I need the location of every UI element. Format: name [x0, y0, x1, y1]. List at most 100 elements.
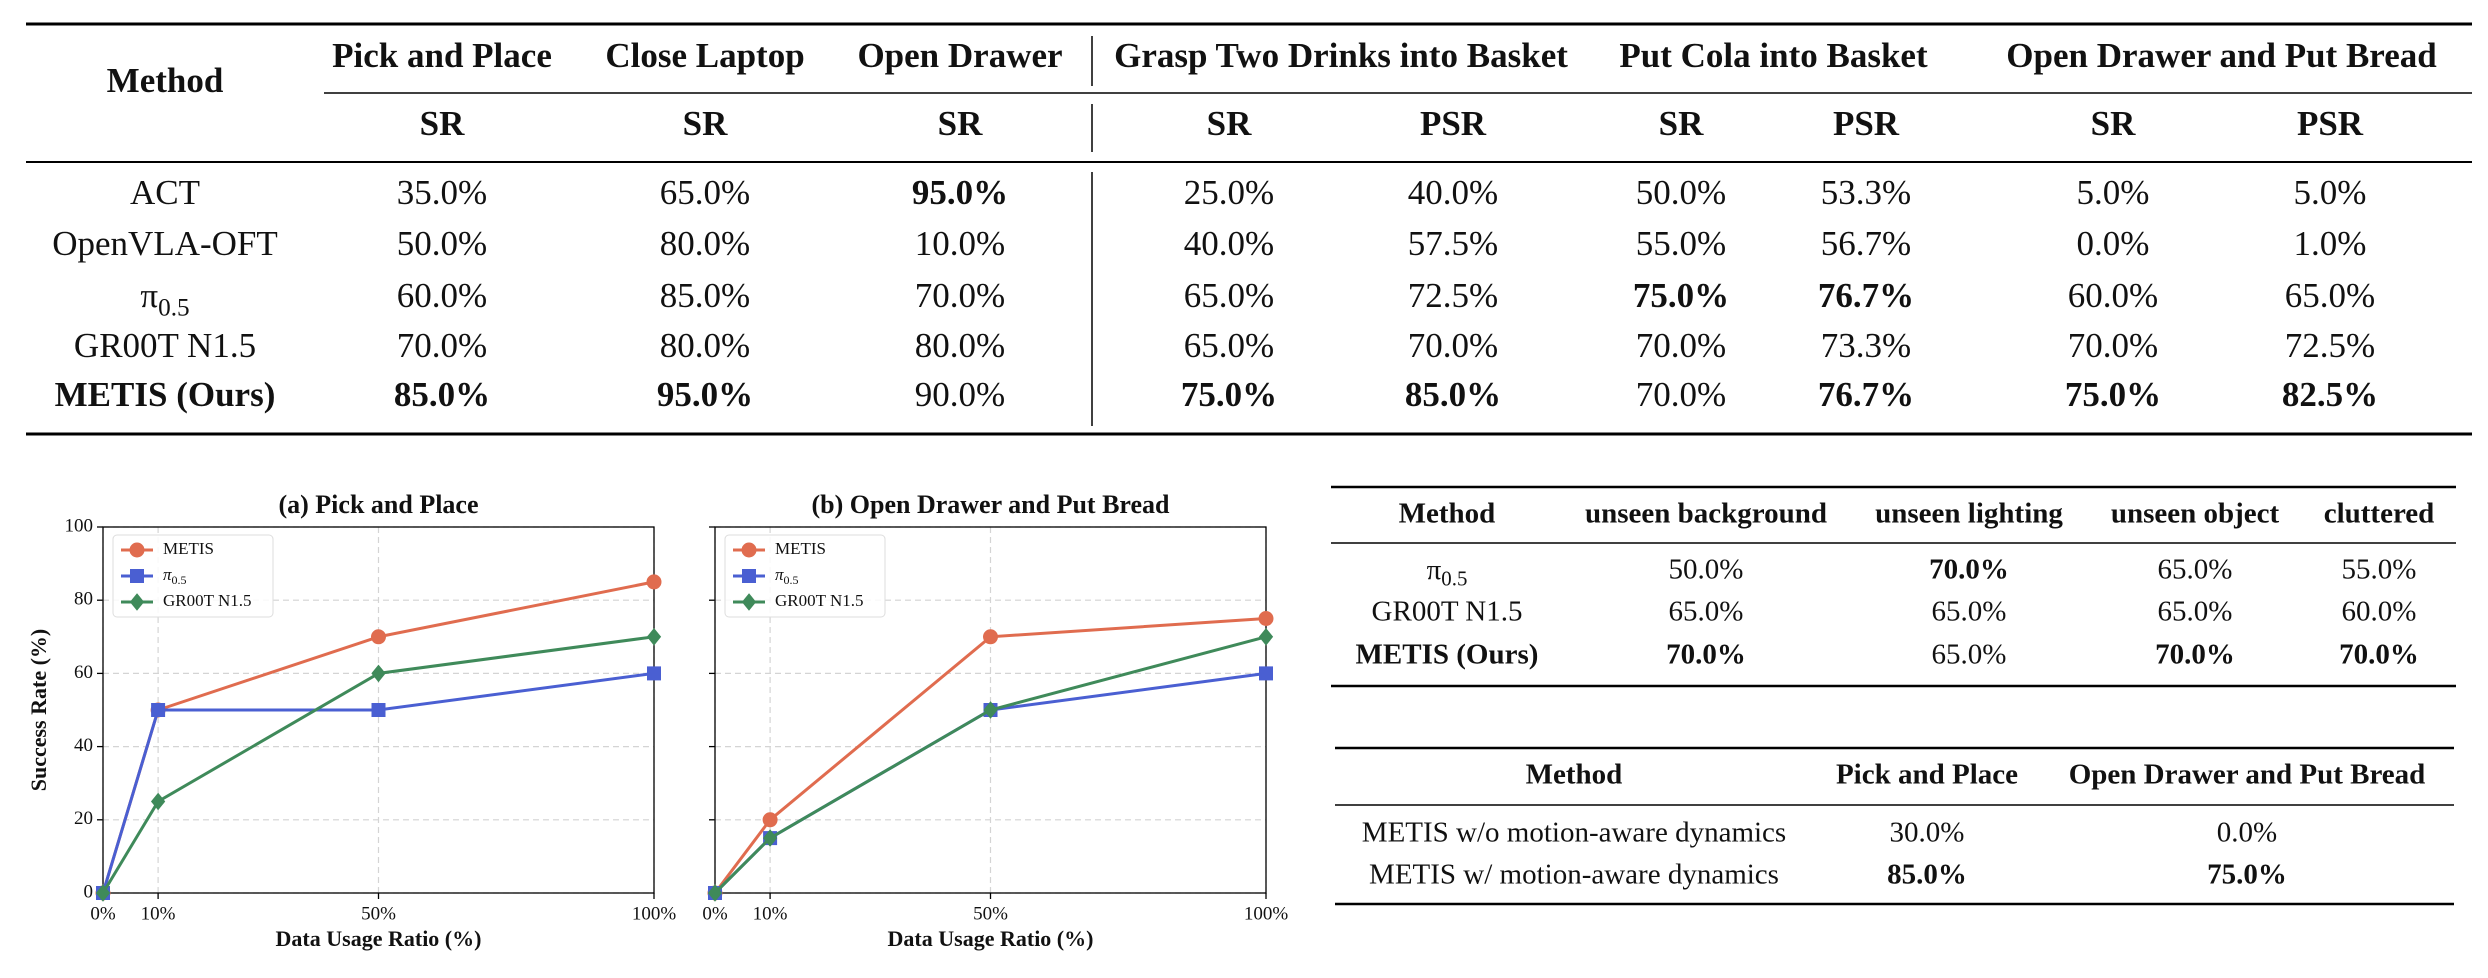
table-cell: 80.0% — [915, 326, 1005, 365]
table-cell: 40.0% — [1184, 224, 1274, 263]
table-cell: 85.0% — [1887, 859, 1967, 891]
marker — [646, 574, 662, 590]
table-cell: 85.0% — [1405, 375, 1501, 414]
method-name: METIS (Ours) — [1356, 639, 1539, 671]
method-name: METIS w/ motion-aware dynamics — [1369, 859, 1779, 891]
table-cell: 85.0% — [660, 276, 750, 315]
table-cell: 75.0% — [1633, 276, 1729, 315]
table-cell: 75.0% — [2207, 859, 2287, 891]
table-cell: 90.0% — [915, 375, 1005, 414]
table-3-rules — [1335, 746, 2454, 906]
legend-box — [112, 534, 274, 618]
legend-label: METIS — [163, 539, 214, 558]
header-cell: unseen background — [1585, 498, 1827, 530]
table-cell: 65.0% — [1184, 326, 1274, 365]
table-cell: 30.0% — [1890, 817, 1965, 849]
table-cell: 72.5% — [2285, 326, 2375, 365]
method-name: OpenVLA-OFT — [52, 224, 278, 263]
marker — [646, 628, 662, 646]
x-axis-label: Data Usage Ratio (%) — [888, 926, 1094, 951]
metric-header: SR — [2091, 104, 2136, 143]
table-cell: 76.7% — [1818, 276, 1914, 315]
table-cell: 65.0% — [2285, 276, 2375, 315]
metric-header: SR — [1207, 104, 1252, 143]
table-cell: 95.0% — [912, 173, 1008, 212]
marker — [762, 812, 778, 828]
table-cell: 65.0% — [1669, 596, 1744, 628]
legend-marker — [742, 569, 756, 583]
header-cell: Open Drawer and Put Bread — [2069, 759, 2426, 791]
metric-header: SR — [1659, 104, 1704, 143]
table-cell: 57.5% — [1408, 224, 1498, 263]
series-line — [101, 671, 655, 894]
table-cell: 56.7% — [1821, 224, 1911, 263]
table-cell: 70.0% — [2339, 639, 2419, 671]
method-name-sub: 0.5 — [158, 294, 189, 321]
table-cell: 50.0% — [1636, 173, 1726, 212]
table-cell: 65.0% — [1184, 276, 1274, 315]
method-name: π0.5 — [1427, 554, 1468, 591]
marker — [371, 664, 386, 683]
method-name: ACT — [130, 173, 200, 212]
marker — [1258, 611, 1274, 626]
legend-name: METIS — [163, 539, 214, 558]
x-tick-label: 100% — [632, 903, 677, 924]
legend-label: METIS — [775, 539, 826, 558]
legend-name: GR00T N1.5 — [775, 591, 863, 610]
table-cell: 55.0% — [1636, 224, 1726, 263]
table-cell: 75.0% — [1181, 375, 1277, 414]
table-cell: 80.0% — [660, 224, 750, 263]
method-name-base: π — [1427, 554, 1442, 586]
table-cell: 70.0% — [1408, 326, 1498, 365]
table-cell: 0.0% — [2077, 224, 2150, 263]
plot-frame — [714, 526, 1267, 894]
table-cell: 65.0% — [2158, 596, 2233, 628]
metric-header: PSR — [1833, 104, 1900, 143]
y-tick-label: 100 — [65, 515, 94, 536]
x-axis-label: Data Usage Ratio (%) — [276, 926, 482, 951]
y-tick-label: 0 — [84, 881, 94, 902]
y-axis-label: Success Rate (%) — [26, 629, 51, 792]
marker — [95, 884, 111, 902]
y-tick-label: 20 — [74, 808, 93, 829]
table-cell: 60.0% — [397, 276, 487, 315]
legend-name: GR00T N1.5 — [163, 591, 251, 610]
table-1-rules — [26, 22, 2472, 436]
y-tick-label: 60 — [74, 662, 93, 683]
table-cell: 53.3% — [1821, 173, 1911, 212]
legend-name: π — [775, 565, 784, 584]
table-cell: 70.0% — [915, 276, 1005, 315]
table-cell: 65.0% — [660, 173, 750, 212]
header-cell: unseen object — [2111, 498, 2280, 530]
marker — [983, 629, 998, 645]
marker — [983, 701, 998, 719]
table-cell: 85.0% — [394, 375, 490, 414]
table-cell: 50.0% — [1669, 554, 1744, 586]
marker — [1259, 666, 1273, 681]
legend-name: METIS — [775, 539, 826, 558]
group-header: Close Laptop — [605, 36, 804, 75]
marker — [762, 829, 778, 847]
marker — [150, 792, 166, 811]
plot-frame — [102, 526, 655, 894]
legend-label: GR00T N1.5 — [163, 591, 251, 610]
chart-title: (a) Pick and Place — [278, 490, 478, 519]
marker — [647, 666, 661, 681]
method-name-sub: 0.5 — [1441, 566, 1467, 590]
table-cell: 70.0% — [1666, 639, 1746, 671]
header-cell: unseen lighting — [1875, 498, 2063, 530]
marker — [707, 884, 723, 902]
header-method: Method — [107, 61, 224, 100]
table-cell: 75.0% — [2065, 375, 2161, 414]
table-cell: 65.0% — [2158, 554, 2233, 586]
table-cell: 35.0% — [397, 173, 487, 212]
y-tick-label: 80 — [74, 589, 93, 610]
table-cell: 73.3% — [1821, 326, 1911, 365]
group-header: Pick and Place — [332, 36, 552, 75]
table-cell: 95.0% — [657, 375, 753, 414]
marker — [151, 703, 166, 717]
table-cell: 0.0% — [2217, 817, 2277, 849]
table-cell: 65.0% — [1932, 639, 2007, 671]
legend-box — [724, 534, 886, 618]
